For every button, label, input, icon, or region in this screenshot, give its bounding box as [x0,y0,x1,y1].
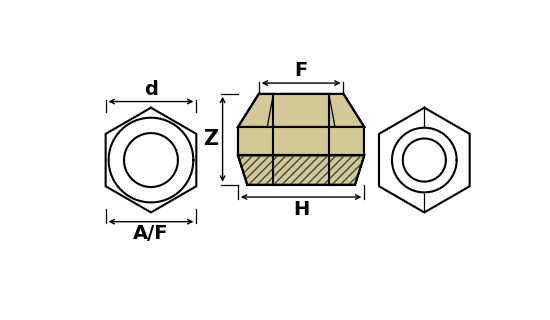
Text: Z: Z [204,129,219,149]
Polygon shape [238,94,364,127]
Text: H: H [293,200,309,219]
Text: d: d [144,80,158,99]
Polygon shape [238,127,364,156]
Text: A/F: A/F [133,224,169,243]
Polygon shape [238,156,364,185]
Text: F: F [294,61,308,80]
